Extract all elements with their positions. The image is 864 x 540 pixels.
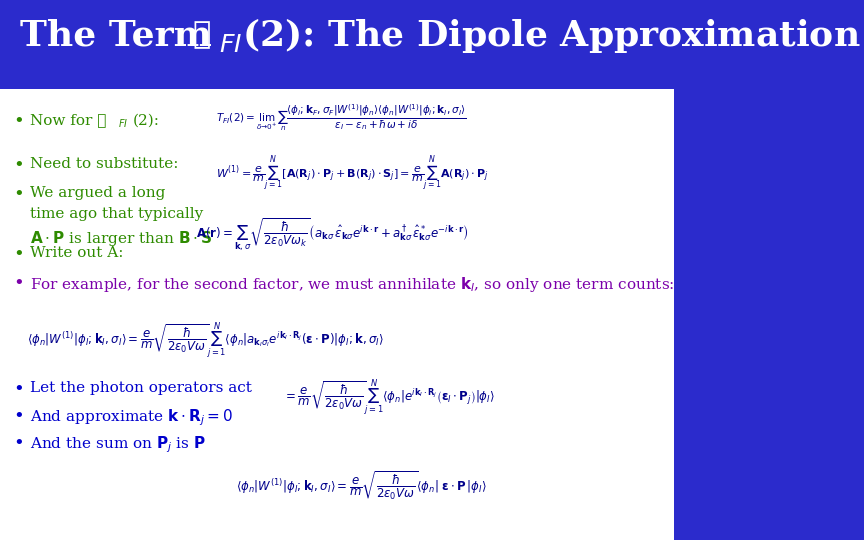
Text: $=\dfrac{e}{m}\sqrt{\dfrac{\hbar}{2\varepsilon_0 V\omega}}\sum_{j=1}^{N}\langle\: $=\dfrac{e}{m}\sqrt{\dfrac{\hbar}{2\vare… <box>283 378 495 418</box>
Text: $_{FI}$: $_{FI}$ <box>118 116 129 130</box>
Text: Write out A:: Write out A: <box>30 246 124 260</box>
FancyBboxPatch shape <box>0 89 675 540</box>
Text: For example, for the second factor, we must annihilate $\mathbf{k}_I$, so only o: For example, for the second factor, we m… <box>30 275 675 294</box>
Text: $T_{FI}(2)=\lim_{\delta\to 0^+}\sum_n\dfrac{\langle\phi_i;\mathbf{k}_F,\sigma_F|: $T_{FI}(2)=\lim_{\delta\to 0^+}\sum_n\df… <box>216 103 467 133</box>
Text: Now for ✱: Now for ✱ <box>30 113 107 127</box>
Text: (2):: (2): <box>133 113 160 127</box>
Text: •: • <box>14 186 24 204</box>
Text: •: • <box>14 381 24 399</box>
Text: And approximate $\mathbf{k}\cdot\mathbf{R}_j=0$: And approximate $\mathbf{k}\cdot\mathbf{… <box>30 408 233 428</box>
Text: •: • <box>14 435 24 453</box>
Text: •: • <box>14 246 24 264</box>
Text: •: • <box>14 157 24 174</box>
Text: $\langle\phi_n|W^{(1)}|\phi_I;\mathbf{k}_I,\sigma_I\rangle=\dfrac{e}{m}\sqrt{\df: $\langle\phi_n|W^{(1)}|\phi_I;\mathbf{k}… <box>236 470 486 502</box>
Text: •: • <box>14 408 24 426</box>
Text: $W^{(1)}=\dfrac{e}{m}\sum_{j=1}^{N}\left[\mathbf{A}(\mathbf{R}_j)\cdot\mathbf{P}: $W^{(1)}=\dfrac{e}{m}\sum_{j=1}^{N}\left… <box>216 154 489 194</box>
Text: •: • <box>14 113 24 131</box>
Text: We argued a long
time ago that typically
$\mathbf{A}\cdot\mathbf{P}$ is larger t: We argued a long time ago that typically… <box>30 186 213 248</box>
Text: •: • <box>14 275 24 293</box>
Text: $\langle\phi_n|W^{(1)}|\phi_I;\mathbf{k}_I,\sigma_I\rangle=\dfrac{e}{m}\sqrt{\df: $\langle\phi_n|W^{(1)}|\phi_I;\mathbf{k}… <box>27 321 384 361</box>
Text: Need to substitute:: Need to substitute: <box>30 157 179 171</box>
Text: $\mathbf{A}(\mathbf{r})=\sum_{\mathbf{k},\sigma}\sqrt{\dfrac{\hbar}{2\varepsilon: $\mathbf{A}(\mathbf{r})=\sum_{\mathbf{k}… <box>195 216 468 253</box>
Text: $_{FI}$(2): The Dipole Approximation: $_{FI}$(2): The Dipole Approximation <box>219 16 861 55</box>
Text: The Term: The Term <box>20 18 225 52</box>
Text: ✱: ✱ <box>192 19 211 51</box>
Text: And the sum on $\mathbf{P}_j$ is $\mathbf{P}$: And the sum on $\mathbf{P}_j$ is $\mathb… <box>30 435 206 455</box>
Text: Let the photon operators act: Let the photon operators act <box>30 381 252 395</box>
